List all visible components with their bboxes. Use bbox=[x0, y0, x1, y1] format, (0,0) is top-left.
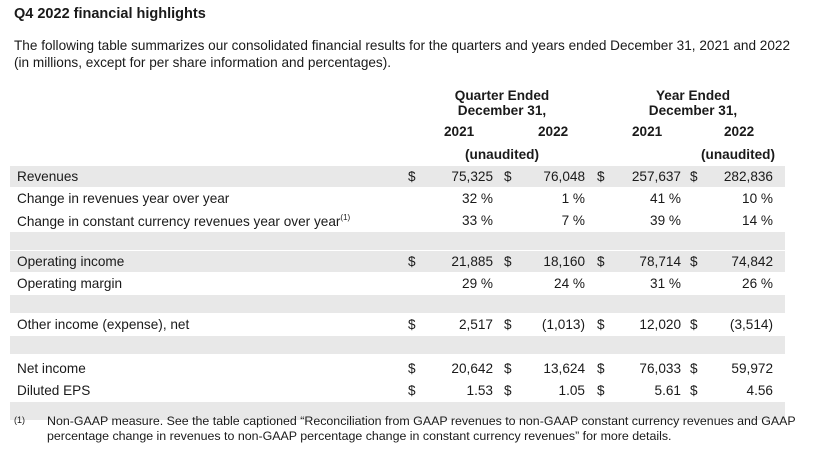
table-row: Other income (expense), net $2,517 $ (1,013… bbox=[10, 314, 785, 335]
section-title: Q4 2022 financial highlights bbox=[14, 6, 206, 22]
row-label: Operating income bbox=[17, 254, 124, 269]
currency-symbol: $ bbox=[690, 254, 698, 269]
value-cell: 41 % bbox=[650, 191, 681, 206]
value-cell: 282,836 bbox=[723, 169, 773, 184]
unaudited-year-label: (unaudited) bbox=[701, 147, 775, 162]
table-row: Change in constant currency revenues yea… bbox=[10, 210, 785, 231]
row-label-text: Change in constant currency revenues yea… bbox=[17, 214, 341, 229]
value-cell: 20,642 bbox=[451, 361, 493, 376]
value-cell: 1.53 bbox=[466, 383, 493, 398]
row-label-text: Operating income bbox=[17, 254, 125, 269]
year-column-q2021: 2021 bbox=[444, 124, 475, 139]
currency-symbol: $ bbox=[597, 254, 605, 269]
currency-symbol: $ bbox=[504, 317, 512, 332]
row-separator bbox=[10, 295, 785, 313]
row-label-text: Diluted EPS bbox=[17, 383, 91, 398]
currency-symbol: $ bbox=[408, 383, 416, 398]
currency-symbol: $ bbox=[597, 317, 605, 332]
value-cell: 257,637 bbox=[631, 169, 681, 184]
row-label-text: Operating margin bbox=[17, 276, 123, 291]
row-label: Operating margin bbox=[17, 276, 122, 291]
currency-symbol: $ bbox=[690, 317, 698, 332]
value-cell: 74,842 bbox=[731, 254, 773, 269]
currency-symbol: $ bbox=[504, 169, 512, 184]
value-cell: 78,714 bbox=[639, 254, 681, 269]
currency-symbol: $ bbox=[597, 169, 605, 184]
value-cell: 33 % bbox=[462, 213, 493, 228]
footnote-marker: (1) bbox=[14, 415, 25, 425]
table-row: Change in revenues year over year 32 % 1 %… bbox=[10, 188, 785, 209]
value-cell: 10 % bbox=[742, 191, 773, 206]
row-label: Other income (expense), net bbox=[17, 317, 189, 332]
value-cell: 5.61 bbox=[654, 383, 681, 398]
value-cell: 39 % bbox=[650, 213, 681, 228]
value-cell: 14 % bbox=[742, 213, 773, 228]
currency-symbol: $ bbox=[690, 383, 698, 398]
value-cell: 76,033 bbox=[639, 361, 681, 376]
value-cell: 2,517 bbox=[458, 317, 493, 332]
value-cell: (3,514) bbox=[729, 317, 773, 332]
value-cell: 18,160 bbox=[543, 254, 585, 269]
year-header-line2: December 31, bbox=[648, 103, 738, 118]
currency-symbol: $ bbox=[408, 317, 416, 332]
table-row: Revenues $75,325 $76,048 $257,637 $282,836 bbox=[10, 166, 785, 187]
footnote-reference: (1) bbox=[340, 213, 351, 222]
row-label: Change in constant currency revenues yea… bbox=[17, 213, 350, 229]
value-cell: 4.56 bbox=[746, 383, 773, 398]
value-cell: (1,013) bbox=[541, 317, 585, 332]
currency-symbol: $ bbox=[597, 383, 605, 398]
table-row: Operating income $21,885 $18,160 $78,714 $74… bbox=[10, 251, 785, 272]
value-cell: 1 % bbox=[561, 191, 585, 206]
value-cell: 75,325 bbox=[451, 169, 493, 184]
value-cell: 1.05 bbox=[558, 383, 585, 398]
currency-symbol: $ bbox=[597, 361, 605, 376]
value-cell: 59,972 bbox=[731, 361, 773, 376]
row-label-text: Revenues bbox=[17, 169, 79, 184]
currency-symbol: $ bbox=[690, 169, 698, 184]
year-header-line1: Year Ended bbox=[655, 88, 731, 103]
value-cell: 29 % bbox=[462, 276, 493, 291]
row-label-text: Other income (expense), net bbox=[17, 317, 190, 332]
quarter-header-line1: Quarter Ended bbox=[454, 88, 550, 103]
currency-symbol: $ bbox=[408, 254, 416, 269]
value-cell: 32 % bbox=[462, 191, 493, 206]
value-cell: 24 % bbox=[554, 276, 585, 291]
row-separator bbox=[10, 402, 785, 420]
table-row: Net income $20,642 $13,624 $76,033 $59,972 bbox=[10, 358, 785, 379]
value-cell: 12,020 bbox=[639, 317, 681, 332]
row-separator bbox=[10, 336, 785, 354]
unaudited-quarter-label: (unaudited) bbox=[465, 147, 539, 162]
value-cell: 21,885 bbox=[451, 254, 493, 269]
currency-symbol: $ bbox=[504, 361, 512, 376]
year-group-header: Year Ended December 31, bbox=[628, 88, 758, 118]
row-label-text: Net income bbox=[17, 361, 86, 376]
table-row: Diluted EPS $1.53 $1.05 $5.61 $4.56 bbox=[10, 380, 785, 401]
intro-paragraph: The following table summarizes our conso… bbox=[14, 38, 791, 70]
currency-symbol: $ bbox=[408, 169, 416, 184]
currency-symbol: $ bbox=[504, 254, 512, 269]
row-separator bbox=[10, 232, 785, 250]
row-label: Revenues bbox=[17, 169, 78, 184]
footnote-text: Non-GAAP measure. See the table captione… bbox=[47, 414, 796, 443]
row-label-text: Change in revenues year over year bbox=[17, 191, 230, 206]
currency-symbol: $ bbox=[690, 361, 698, 376]
value-cell: 76,048 bbox=[543, 169, 585, 184]
year-column-y2022: 2022 bbox=[724, 124, 755, 139]
table-row: Operating margin 29 % 24 % 31 % 26 % bbox=[10, 273, 785, 294]
row-label: Net income bbox=[17, 361, 86, 376]
value-cell: 7 % bbox=[561, 213, 585, 228]
row-label: Diluted EPS bbox=[17, 383, 90, 398]
quarter-header-line2: December 31, bbox=[457, 103, 547, 118]
currency-symbol: $ bbox=[504, 383, 512, 398]
currency-symbol: $ bbox=[408, 361, 416, 376]
quarter-group-header: Quarter Ended December 31, bbox=[437, 88, 567, 118]
value-cell: 31 % bbox=[650, 276, 681, 291]
value-cell: 26 % bbox=[742, 276, 773, 291]
year-column-q2022: 2022 bbox=[538, 124, 569, 139]
value-cell: 13,624 bbox=[543, 361, 585, 376]
year-column-y2021: 2021 bbox=[632, 124, 663, 139]
row-label: Change in revenues year over year bbox=[17, 191, 229, 206]
